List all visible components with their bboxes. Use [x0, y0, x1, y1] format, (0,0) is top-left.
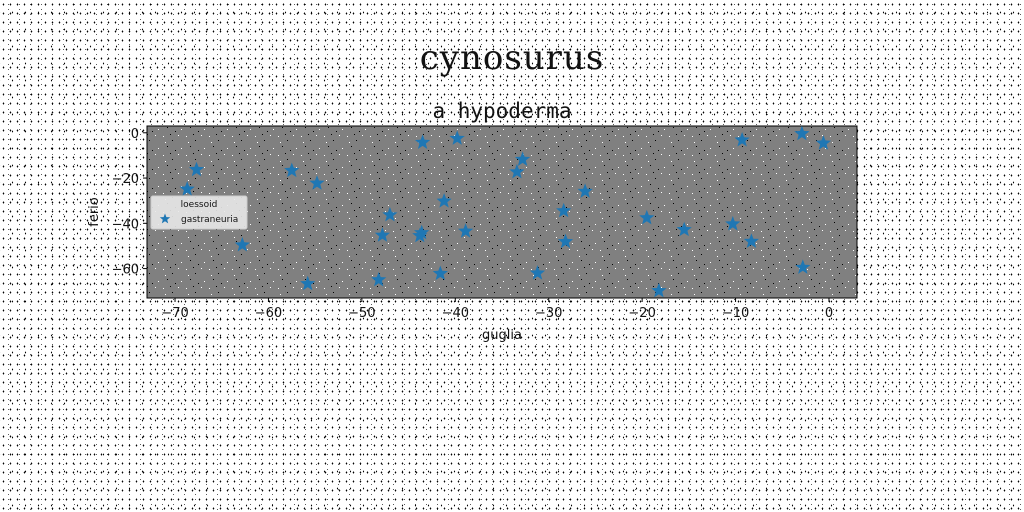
y-tick-label: −60 — [112, 263, 139, 278]
x-tick-label: −30 — [535, 306, 562, 321]
plot-area-noise — [147, 126, 857, 298]
data-point — [309, 175, 325, 190]
y-tick-label: 0 — [131, 127, 139, 142]
legend-marker — [159, 213, 171, 224]
data-point — [815, 135, 831, 150]
data-point — [179, 181, 195, 196]
data-point — [449, 130, 465, 145]
data-point — [234, 237, 250, 252]
x-tick-label: −40 — [442, 306, 469, 321]
data-point — [371, 271, 387, 287]
data-point — [415, 134, 431, 149]
plot-frame — [146, 125, 858, 299]
figure-title: cynosurus — [419, 38, 605, 78]
data-point — [514, 151, 531, 166]
x-axis-label: guglia — [482, 328, 522, 343]
data-point — [458, 223, 474, 238]
data-point — [188, 161, 205, 177]
data-point — [556, 202, 572, 218]
data-point — [577, 183, 593, 198]
data-point — [725, 216, 741, 231]
data-point — [734, 132, 750, 147]
data-point — [651, 282, 667, 298]
data-point — [743, 233, 759, 248]
data-point — [529, 265, 546, 280]
data-point — [300, 275, 316, 291]
data-point — [382, 206, 398, 222]
legend-box — [150, 195, 248, 230]
data-point — [432, 265, 448, 280]
x-tick-label: 0 — [825, 306, 833, 321]
legend-title: loessoid — [181, 200, 218, 210]
data-point — [557, 233, 574, 249]
data-point — [639, 209, 655, 225]
data-point — [436, 193, 452, 208]
data-point — [414, 224, 430, 240]
data-point — [374, 227, 390, 242]
x-tick-label: −60 — [255, 306, 282, 321]
data-point — [284, 162, 300, 178]
y-axis-label: ferio — [87, 197, 102, 227]
data-point — [676, 221, 692, 237]
legend-entry: gastraneuria — [181, 215, 238, 225]
data-point — [509, 163, 525, 179]
data-point — [795, 259, 811, 274]
y-tick-label: −40 — [112, 217, 139, 232]
x-tick-label: −20 — [628, 306, 655, 321]
x-tick-label: −70 — [161, 306, 188, 321]
data-point — [794, 125, 810, 141]
chart-title: a hypoderma — [432, 99, 571, 123]
x-tick-label: −50 — [348, 306, 375, 321]
x-tick-label: −10 — [722, 306, 749, 321]
y-tick-label: −20 — [112, 172, 139, 187]
